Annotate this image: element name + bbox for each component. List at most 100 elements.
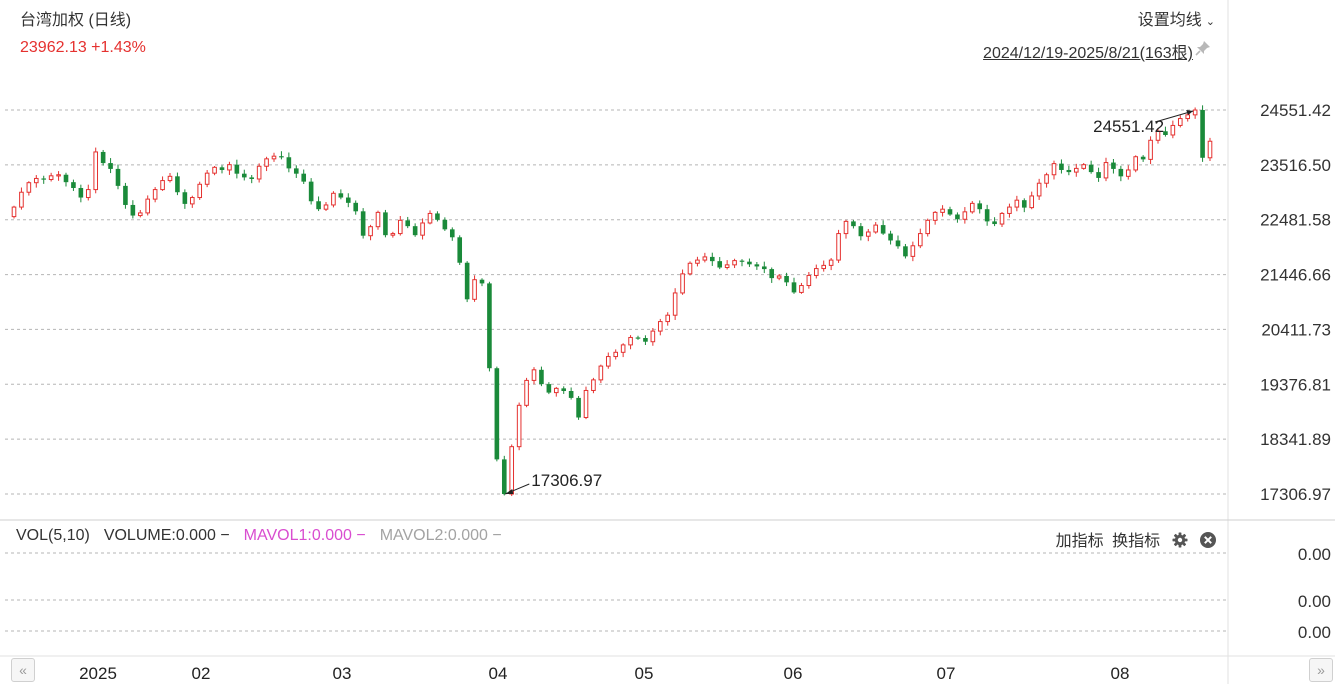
y-tick-label: 23516.50 — [1260, 156, 1331, 175]
candle — [1163, 126, 1168, 137]
candle-body — [858, 226, 864, 237]
candle-body — [479, 279, 485, 284]
candle — [873, 222, 879, 234]
candle — [984, 204, 990, 226]
candle-body — [63, 174, 69, 183]
candle-body — [813, 268, 819, 276]
switch-indicator-button[interactable]: 换指标 — [1112, 533, 1161, 550]
candle-body — [501, 459, 507, 494]
candle — [709, 252, 715, 266]
min-annotation-arrowhead — [505, 488, 514, 494]
candle-body — [1177, 118, 1183, 126]
candle — [353, 200, 359, 215]
candle-body — [338, 193, 344, 198]
candle-body — [1192, 109, 1198, 116]
date-range-link[interactable]: 2024/12/19-2025/8/21(163根) — [983, 45, 1193, 62]
y-tick-label: 19376.81 — [1260, 375, 1331, 394]
candle — [264, 156, 269, 172]
candle-body — [487, 283, 492, 369]
candle — [1029, 191, 1035, 210]
candle-body — [1059, 163, 1064, 170]
candle-body — [1207, 140, 1213, 159]
candle-body — [464, 262, 470, 300]
candle-body — [702, 256, 708, 261]
candle — [108, 158, 113, 174]
candle — [1133, 155, 1139, 173]
candle — [331, 191, 336, 208]
candle-body — [799, 285, 804, 293]
candle-body — [925, 219, 931, 235]
gear-icon[interactable] — [1171, 531, 1189, 549]
ma-setting-button[interactable]: 设置均线 ⌄ — [1138, 6, 1215, 30]
candle — [152, 187, 158, 203]
add-indicator-button[interactable]: 加指标 — [1055, 533, 1104, 550]
candle-body — [1066, 169, 1072, 173]
candle-body — [821, 264, 827, 270]
candle — [1096, 167, 1101, 182]
candle — [71, 179, 76, 191]
candle-body — [962, 211, 968, 220]
candle — [442, 217, 448, 231]
volume-y-tick-label: 0.00 — [1298, 545, 1331, 564]
candle — [457, 235, 463, 265]
candle-body — [383, 212, 388, 236]
max-annotation-arrowhead — [1186, 110, 1194, 116]
candle-body — [717, 261, 723, 268]
pin-icon[interactable] — [1195, 40, 1211, 56]
chart-title: 台湾加权 (日线) — [20, 12, 132, 29]
candle — [932, 211, 938, 225]
candle-body — [152, 189, 158, 200]
candle — [1148, 136, 1153, 165]
candle — [531, 367, 537, 385]
candle-body — [56, 174, 61, 177]
candle — [917, 228, 923, 249]
candle-body — [910, 245, 916, 257]
candle-body — [197, 183, 203, 199]
y-tick-label: 18341.89 — [1260, 430, 1331, 449]
volume-layer: 0.00 0.00 0.00 — [5, 545, 1331, 642]
candle — [100, 149, 106, 166]
candle-body — [739, 260, 745, 262]
volume-value: VOLUME:0.000 − — [103, 527, 230, 544]
vol-label: VOL(5,10) — [16, 527, 90, 544]
candle — [628, 335, 633, 350]
scroll-right-button[interactable]: » — [1309, 658, 1333, 682]
candle-body — [1148, 139, 1153, 160]
candle-body — [189, 197, 195, 205]
candle — [345, 193, 351, 208]
candle-body — [100, 151, 106, 164]
close-icon[interactable] — [1199, 531, 1217, 549]
candle — [613, 349, 619, 360]
candle-body — [227, 164, 232, 171]
candle-body — [747, 261, 752, 265]
candle — [167, 172, 173, 183]
candle-body — [999, 212, 1005, 225]
max-annotation-arrow — [1155, 110, 1194, 123]
candle-body — [680, 273, 685, 294]
candle-body — [405, 220, 411, 227]
candle — [903, 243, 908, 259]
candle-body — [71, 182, 76, 188]
candle — [1155, 128, 1161, 144]
scroll-left-button[interactable]: « — [11, 658, 35, 682]
candle-body — [516, 404, 522, 448]
x-tick-label: 06 — [784, 664, 803, 683]
candle-body — [1163, 131, 1168, 135]
candle — [672, 288, 678, 320]
candle-body — [695, 259, 700, 264]
candle-body — [851, 221, 856, 227]
volume-y-tick-label: 0.00 — [1298, 623, 1331, 642]
candle — [524, 377, 529, 408]
candle — [739, 259, 745, 267]
candle-body — [1200, 110, 1205, 158]
candle — [791, 277, 797, 294]
candle-body — [1073, 167, 1079, 173]
candle-body — [331, 192, 336, 206]
candle-body — [561, 388, 567, 392]
candle — [977, 200, 983, 214]
y-tick-label: 24551.42 — [1260, 101, 1331, 120]
candle-body — [709, 256, 715, 262]
candle — [1185, 112, 1191, 122]
candle — [516, 402, 522, 451]
